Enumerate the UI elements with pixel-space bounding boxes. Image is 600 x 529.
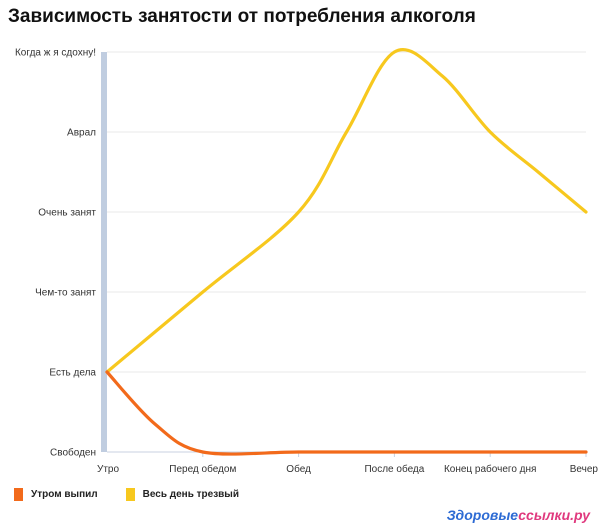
tick-layer: Свободен Есть дела Чем-то занят Очень занят… (15, 48, 598, 476)
legend-swatch-1 (125, 488, 135, 501)
legend-swatch-0 (14, 488, 23, 501)
y-tick-label: Когда ж я сдохну! (15, 48, 96, 59)
x-tick-label: Обед (286, 463, 311, 475)
legend-item-1: Весь день трезвый (125, 488, 239, 501)
legend: Утром выпил Весь день трезвый (14, 488, 239, 501)
x-tick-label: После обеда (364, 463, 424, 475)
chart-title: Зависимость занятости от потребления алк… (8, 6, 476, 27)
x-tick-label: Вечер (570, 464, 599, 475)
y-axis-bar (101, 52, 107, 452)
legend-label-0: Утром выпил (31, 489, 98, 500)
x-tick-label: Утро (97, 464, 119, 475)
y-tick-label: Чем-то занят (35, 288, 96, 299)
y-tick-label: Аврал (67, 128, 96, 139)
watermark-part-2: ссылки.ру (518, 507, 590, 523)
watermark-logo: Здоровыессылки.ру (447, 507, 590, 523)
y-tick-label: Есть дела (49, 368, 96, 379)
series-line-1 (105, 48, 588, 374)
series-layer (105, 48, 588, 456)
x-tick-label: Конец рабочего дня (444, 463, 536, 475)
y-tick-label: Свободен (50, 447, 96, 459)
grid-layer (107, 51, 586, 373)
series-line-0 (105, 370, 588, 456)
watermark-part-1: Здоровые (446, 507, 519, 523)
x-tick-label: Перед обедом (169, 463, 236, 475)
legend-label-1: Весь день трезвый (142, 489, 239, 500)
legend-item-0: Утром выпил (14, 488, 98, 501)
y-tick-label: Очень занят (38, 208, 96, 219)
